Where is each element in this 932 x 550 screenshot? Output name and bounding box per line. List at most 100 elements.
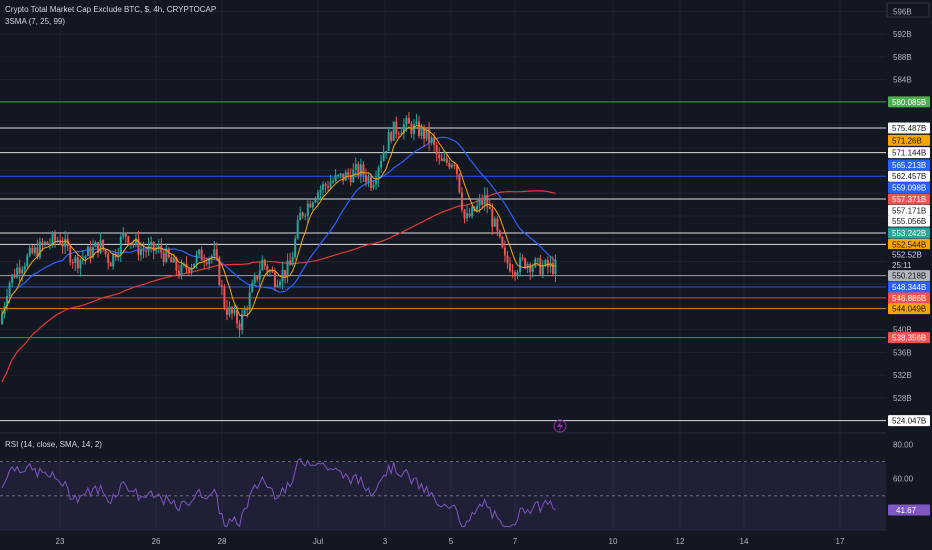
candle-body[interactable] bbox=[433, 137, 436, 145]
candle-body[interactable] bbox=[137, 238, 140, 255]
candle-body[interactable] bbox=[142, 250, 145, 252]
candle-body[interactable] bbox=[43, 241, 46, 245]
candle-body[interactable] bbox=[347, 172, 350, 176]
candle-body[interactable] bbox=[46, 241, 49, 245]
candle-body[interactable] bbox=[279, 281, 281, 286]
candle-body[interactable] bbox=[377, 167, 380, 179]
candle-body[interactable] bbox=[372, 184, 375, 188]
candle-body[interactable] bbox=[127, 236, 130, 244]
candlestick-series[interactable] bbox=[1, 111, 557, 337]
candle-body[interactable] bbox=[281, 269, 284, 282]
candle-body[interactable] bbox=[301, 212, 304, 217]
candle-body[interactable] bbox=[175, 258, 178, 271]
candle-body[interactable] bbox=[266, 265, 269, 272]
candle-body[interactable] bbox=[155, 249, 158, 252]
candle-body[interactable] bbox=[460, 192, 463, 210]
candle-body[interactable] bbox=[91, 247, 94, 258]
candle-body[interactable] bbox=[382, 152, 385, 162]
candle-body[interactable] bbox=[541, 265, 544, 275]
candle-body[interactable] bbox=[160, 245, 163, 253]
candle-body[interactable] bbox=[430, 137, 433, 143]
candle-body[interactable] bbox=[195, 254, 198, 264]
candle-body[interactable] bbox=[104, 249, 107, 255]
candle-body[interactable] bbox=[59, 240, 62, 244]
candle-body[interactable] bbox=[412, 124, 415, 134]
candle-body[interactable] bbox=[215, 249, 218, 258]
candle-body[interactable] bbox=[466, 213, 469, 219]
candle-body[interactable] bbox=[549, 262, 552, 267]
candle-body[interactable] bbox=[387, 132, 390, 151]
candle-body[interactable] bbox=[66, 238, 69, 247]
candle-body[interactable] bbox=[251, 283, 254, 293]
candle-body[interactable] bbox=[526, 264, 529, 268]
candle-body[interactable] bbox=[418, 121, 420, 136]
candle-body[interactable] bbox=[271, 270, 274, 273]
candle-body[interactable] bbox=[193, 263, 196, 268]
candle-body[interactable] bbox=[28, 247, 31, 256]
candle-body[interactable] bbox=[450, 164, 453, 168]
candle-body[interactable] bbox=[402, 124, 405, 134]
candle-body[interactable] bbox=[180, 264, 183, 277]
candle-body[interactable] bbox=[385, 150, 388, 153]
candle-body[interactable] bbox=[304, 215, 307, 217]
candle-body[interactable] bbox=[208, 258, 211, 264]
candle-body[interactable] bbox=[332, 180, 335, 183]
candle-body[interactable] bbox=[546, 259, 549, 267]
candle-body[interactable] bbox=[498, 230, 501, 237]
candle-body[interactable] bbox=[248, 292, 251, 310]
candle-body[interactable] bbox=[471, 206, 474, 217]
candle-body[interactable] bbox=[261, 259, 264, 271]
candle-body[interactable] bbox=[284, 269, 287, 277]
candle-body[interactable] bbox=[357, 164, 360, 176]
candle-body[interactable] bbox=[483, 194, 486, 205]
candle-body[interactable] bbox=[109, 262, 112, 267]
candle-body[interactable] bbox=[119, 236, 122, 255]
candle-body[interactable] bbox=[316, 192, 319, 200]
candle-body[interactable] bbox=[74, 257, 77, 263]
candle-body[interactable] bbox=[99, 239, 102, 254]
candle-body[interactable] bbox=[463, 209, 466, 219]
candle-body[interactable] bbox=[188, 268, 191, 273]
candle-body[interactable] bbox=[89, 246, 92, 258]
candle-body[interactable] bbox=[327, 185, 330, 188]
candle-body[interactable] bbox=[18, 267, 21, 274]
candle-body[interactable] bbox=[455, 165, 458, 174]
candle-body[interactable] bbox=[339, 173, 342, 175]
candle-body[interactable] bbox=[524, 258, 527, 268]
candle-body[interactable] bbox=[243, 308, 246, 314]
candle-body[interactable] bbox=[375, 178, 378, 185]
candle-body[interactable] bbox=[165, 248, 168, 263]
candle-body[interactable] bbox=[405, 117, 408, 125]
candle-body[interactable] bbox=[544, 259, 547, 266]
candle-body[interactable] bbox=[170, 257, 173, 263]
candle-body[interactable] bbox=[503, 247, 506, 256]
candle-body[interactable] bbox=[122, 232, 125, 237]
candle-body[interactable] bbox=[493, 218, 496, 227]
sma-indicator-legend[interactable]: 3SMA (7, 25, 99) bbox=[5, 17, 66, 26]
candle-body[interactable] bbox=[36, 247, 39, 258]
candle-body[interactable] bbox=[213, 249, 216, 256]
candle-body[interactable] bbox=[319, 189, 322, 193]
candle-body[interactable] bbox=[369, 176, 372, 188]
candle-body[interactable] bbox=[337, 174, 340, 176]
candle-body[interactable] bbox=[76, 257, 79, 269]
candle-body[interactable] bbox=[392, 121, 395, 141]
candle-body[interactable] bbox=[491, 208, 494, 227]
candle-body[interactable] bbox=[253, 275, 256, 284]
candle-body[interactable] bbox=[362, 164, 365, 176]
candle-body[interactable] bbox=[448, 162, 451, 168]
candle-body[interactable] bbox=[453, 164, 456, 166]
candle-body[interactable] bbox=[488, 207, 491, 209]
candle-body[interactable] bbox=[397, 133, 400, 135]
candle-body[interactable] bbox=[241, 313, 244, 330]
candle-body[interactable] bbox=[33, 247, 36, 254]
candle-body[interactable] bbox=[516, 272, 519, 276]
candle-body[interactable] bbox=[445, 158, 448, 163]
candle-body[interactable] bbox=[496, 218, 499, 231]
candle-body[interactable] bbox=[256, 275, 259, 280]
candle-body[interactable] bbox=[329, 182, 332, 188]
candle-body[interactable] bbox=[228, 307, 231, 315]
candle-body[interactable] bbox=[23, 266, 26, 270]
candle-body[interactable] bbox=[94, 242, 97, 248]
candle-body[interactable] bbox=[364, 175, 367, 182]
